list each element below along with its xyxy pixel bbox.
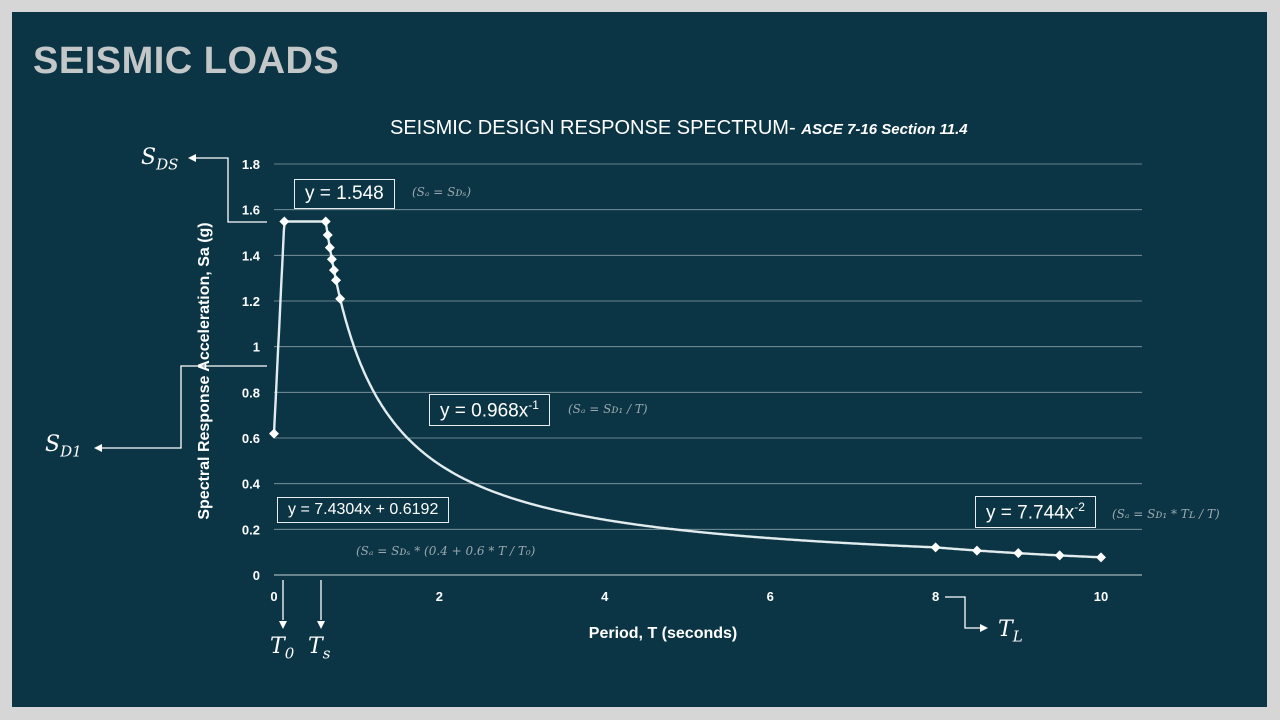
x-axis-label: Period, T (seconds) [589,625,737,642]
sds-symbol: SDS [141,145,179,174]
linear-equation: y = 7.4304x + 0.6192 [288,501,439,518]
y-tick-label: 0 [253,568,260,583]
data-marker [331,275,342,286]
ts-arrow-head [317,621,325,629]
spectrum-markers [269,216,1106,563]
chart-title-main: SEISMIC DESIGN RESPONSE SPECTRUM- [390,117,796,139]
data-marker [930,542,941,553]
data-marker [971,545,982,556]
long-period-equation-box: y = 7.744x-2 [975,496,1096,529]
descending-equation: y = 0.968x [440,400,529,422]
x-tick-label: 0 [270,589,277,604]
y-tick-label: 0.8 [242,385,260,400]
y-tick-label: 0.4 [242,477,261,492]
x-tick-label: 10 [1094,589,1108,604]
sd1-arrow-head [94,444,102,452]
x-tick-label: 4 [601,589,609,604]
data-marker [1013,548,1024,559]
data-marker [269,428,279,439]
spectrum-line [272,220,1101,559]
long-period-equation-exponent: -2 [1074,500,1085,514]
y-tick-label: 1.2 [242,294,260,309]
ts-symbol: Ts [308,634,331,663]
plateau-formula: (Sₐ = Sᴅₛ) [412,185,472,199]
data-marker [1096,552,1106,563]
x-tick-labels: 0 2 4 6 8 10 [270,589,1108,604]
data-marker [320,216,331,227]
data-marker [326,254,337,265]
t0-symbol: T0 [270,634,295,663]
slide-title: SEISMIC LOADS [33,40,340,82]
x-tick-label: 2 [436,589,443,604]
sds-leader-line [196,157,267,223]
chart-title: SEISMIC DESIGN RESPONSE SPECTRUM- ASCE 7… [390,117,968,140]
plateau-equation: y = 1.548 [305,183,384,204]
x-tick-label: 6 [767,589,774,604]
slide-background [12,12,1267,707]
descending-equation-box: y = 0.968x-1 [429,394,550,427]
plateau-equation-box: y = 1.548 [294,179,395,209]
y-tick-labels: 0 0.2 0.4 0.6 0.8 1 1.2 1.4 1.6 1.8 [242,157,261,583]
y-tick-label: 0.2 [242,522,260,537]
x-tick-label: 8 [932,589,939,604]
sd1-leader-line [102,365,267,449]
descending-formula: (Sₐ = Sᴅ₁ / T) [568,402,648,416]
y-tick-label: 1.8 [242,157,260,172]
data-marker [324,242,335,253]
sds-arrow-head [188,154,196,162]
long-period-formula: (Sₐ = Sᴅ₁ * Tʟ / T) [1112,507,1220,521]
y-axis-label: Spectral Response Acceleration, Sa (g) [196,222,213,519]
data-marker [279,216,290,227]
tl-leader-line [945,596,980,629]
data-marker [328,265,339,276]
linear-formula: (Sₐ = Sᴅₛ * (0.4 + 0.6 * T / T₀) [356,544,536,558]
y-tick-label: 1 [253,340,260,355]
tl-arrow-head [980,624,988,632]
linear-equation-box: y = 7.4304x + 0.6192 [277,497,450,523]
tl-symbol: TL [998,617,1023,646]
y-tick-label: 1.4 [242,248,261,263]
long-period-equation: y = 7.744x [986,502,1075,524]
sd1-symbol: SD1 [45,432,82,461]
t0-arrow-head [279,621,287,629]
data-marker [322,230,333,241]
data-marker [1054,550,1065,561]
annotation-arrows [94,154,988,632]
spectrum-curve [272,220,1101,559]
gridlines [274,163,1142,576]
chart-title-sub: ASCE 7-16 Section 11.4 [801,121,968,138]
y-tick-label: 1.6 [242,203,260,218]
y-tick-label: 0.6 [242,431,260,446]
data-marker [335,293,346,304]
descending-equation-exponent: -1 [528,398,539,412]
